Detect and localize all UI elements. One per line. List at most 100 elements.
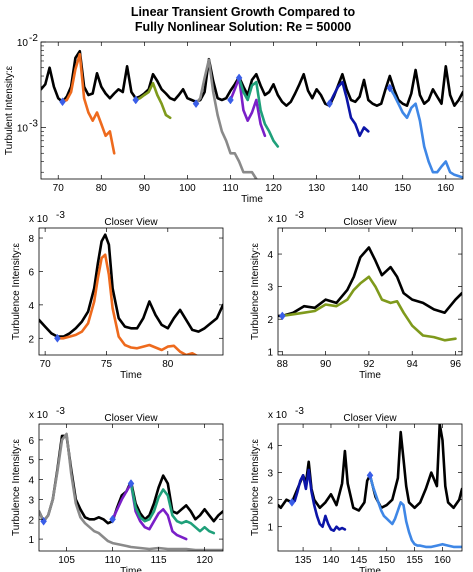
- y-tick-label: 10: [17, 124, 29, 135]
- axis-multiplier-exponent: -3: [56, 210, 65, 221]
- plot-lines: [278, 424, 462, 549]
- x-tick-label: 70: [53, 183, 65, 194]
- figure-title-line2: Fully Nonlinear Solution: Re = 50000: [135, 20, 351, 34]
- series-line-teal: [237, 76, 280, 148]
- y-tick-label: 2: [28, 515, 34, 526]
- y-tick-exponent: -2: [29, 33, 38, 44]
- x-tick-label: 110: [222, 183, 238, 194]
- y-tick-label: 4: [28, 476, 34, 487]
- axes-box: [277, 423, 463, 552]
- closer-view-chart-4: 135 140 145 150 155 160 1 2 3 4 x 10 -3 Closer View T…: [250, 406, 463, 572]
- closer-view-chart-1: 70 75 80 2 4 6 8 x 10 -3 Closer View Time Turbulenc…: [11, 210, 224, 381]
- panel-title: Closer View: [104, 413, 158, 424]
- closer-view-chart-3: 105 110 115 120 1 2 3 4 5 6 x 10 -3 Closer View Time T…: [11, 406, 224, 572]
- x-axis-label: Time: [241, 194, 263, 205]
- x-tick-label: 150: [378, 555, 395, 566]
- x-tick-label: 145: [351, 555, 368, 566]
- series-line-orange: [61, 52, 116, 155]
- x-tick-label: 160: [437, 183, 454, 194]
- diamond-marker: [386, 83, 394, 93]
- plot-area: [278, 424, 462, 551]
- y-tick-label: 1: [267, 523, 273, 534]
- diamond-marker: [288, 497, 296, 507]
- x-tick-label: 115: [151, 555, 167, 566]
- diamond-marker: [192, 99, 200, 109]
- x-axis-label: Time: [120, 370, 142, 381]
- axis-multiplier-exponent: -3: [295, 210, 304, 221]
- diamond-marker: [54, 333, 61, 343]
- x-tick-label: 96: [450, 359, 462, 370]
- series-line-gray: [194, 58, 258, 179]
- x-tick-label: 70: [40, 359, 52, 370]
- x-tick-label: 135: [295, 555, 312, 566]
- series-line-olive: [280, 275, 457, 342]
- axes-box: [277, 227, 463, 356]
- y-tick-label: 4: [267, 442, 273, 453]
- y-tick-exponent: -3: [29, 119, 38, 130]
- series-line-navy: [290, 468, 347, 533]
- x-tick-label: 80: [162, 359, 174, 370]
- y-tick-label: 2: [267, 496, 273, 507]
- y-tick-label: 2: [267, 315, 273, 326]
- plot-lines: [278, 246, 462, 342]
- y-tick-label: 3: [267, 469, 273, 480]
- axis-multiplier-exponent: -3: [56, 406, 65, 417]
- x-tick-label: 120: [265, 183, 282, 194]
- y-axis-label: Turbulence Intensity:ε: [11, 439, 22, 536]
- panel-title: Closer View: [104, 217, 158, 228]
- series-line-purple: [111, 482, 188, 541]
- y-tick-label: 6: [28, 436, 34, 447]
- x-tick-label: 90: [320, 359, 332, 370]
- x-tick-label: 92: [363, 359, 375, 370]
- axes-box: [38, 423, 224, 552]
- axis-multiplier: x 10: [29, 214, 48, 225]
- series-line-nonlinear: [41, 49, 463, 107]
- diamond-marker: [59, 97, 66, 107]
- y-axis-label: Turbulence Intensity:ε: [250, 243, 261, 340]
- axis-multiplier: x 10: [268, 410, 287, 421]
- x-tick-label: 140: [351, 183, 368, 194]
- diamond-marker: [235, 73, 243, 83]
- figure-title-line1: Linear Transient Growth Compared to: [131, 5, 356, 19]
- diamond-marker: [366, 470, 374, 480]
- y-tick-label: 10: [17, 38, 29, 49]
- diamond-marker: [227, 95, 234, 105]
- series-line-teal: [129, 482, 216, 535]
- series-line-nonlinear: [278, 246, 462, 318]
- series-line-nonlinear: [39, 233, 223, 338]
- x-tick-label: 130: [308, 183, 325, 194]
- y-tick-label: 3: [28, 495, 34, 506]
- series-line-lightblue: [388, 86, 463, 179]
- plot-lines: [41, 49, 463, 179]
- series-line-gray: [39, 432, 223, 551]
- x-tick-label: 110: [105, 555, 121, 566]
- y-tick-label: 8: [28, 234, 34, 245]
- x-tick-label: 94: [407, 359, 419, 370]
- y-tick-label: 4: [267, 250, 273, 261]
- x-tick-label: 88: [277, 359, 289, 370]
- diamond-marker: [326, 99, 333, 109]
- axis-multiplier-exponent: -3: [295, 406, 304, 417]
- y-axis-label: Turbulent Intensity:ε: [4, 65, 15, 155]
- x-axis-label: Time: [120, 566, 142, 572]
- diamond-marker: [109, 514, 116, 524]
- series-line-navy: [328, 80, 370, 138]
- axes-box: [40, 41, 464, 180]
- x-tick-label: 120: [196, 555, 213, 566]
- x-tick-label: 80: [96, 183, 108, 194]
- x-axis-label: Time: [359, 566, 381, 572]
- diamond-marker: [132, 95, 140, 105]
- y-tick-label: 3: [267, 283, 273, 294]
- x-tick-label: 140: [323, 555, 340, 566]
- x-tick-label: 90: [139, 183, 151, 194]
- x-tick-label: 100: [179, 183, 196, 194]
- y-axis-label: Turbulence Intensity:ε: [250, 439, 261, 536]
- y-tick-label: 1: [267, 348, 273, 359]
- x-tick-label: 160: [434, 555, 451, 566]
- series-line-orange: [56, 253, 199, 355]
- x-axis-label: Time: [359, 370, 381, 381]
- panel-title: Closer View: [343, 217, 397, 228]
- series-line-purple: [229, 76, 267, 138]
